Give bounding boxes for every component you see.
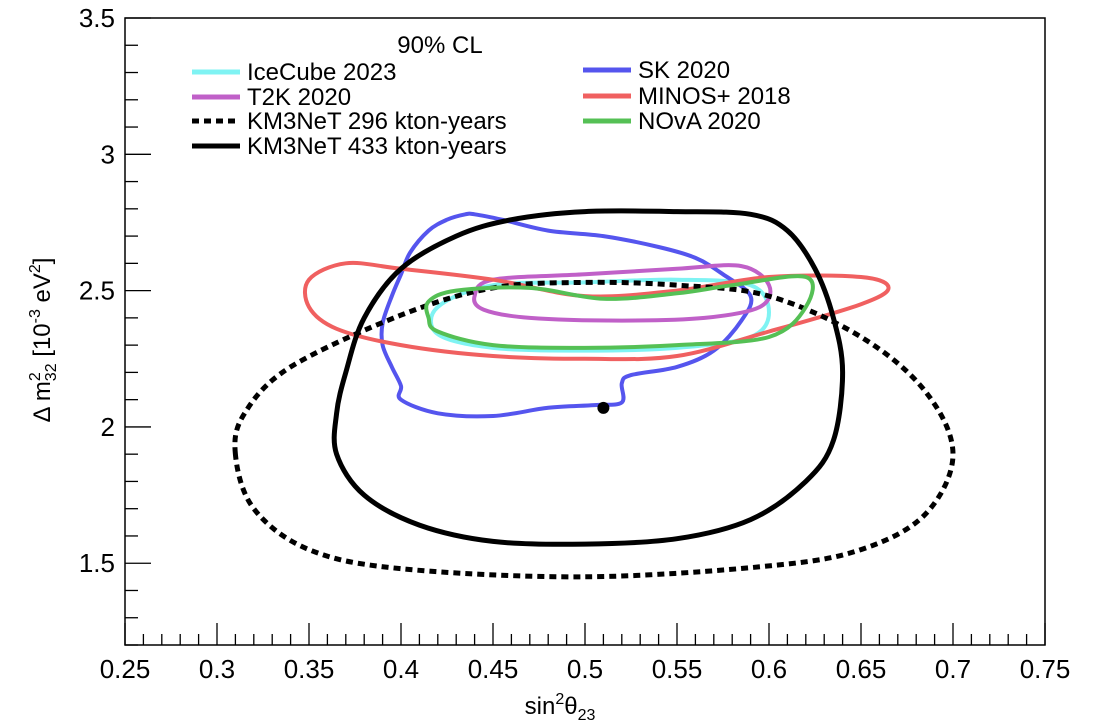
contour-sk-2020 bbox=[379, 211, 754, 419]
legend-label: KM3NeT 296 kton-years bbox=[247, 108, 507, 135]
legend-entry-icecube-2023: IceCube 2023 bbox=[192, 59, 396, 86]
x-tick-label: 0.3 bbox=[199, 654, 235, 684]
x-axis-title-symbol: θ bbox=[564, 693, 577, 720]
x-tick-label: 0.55 bbox=[652, 654, 703, 684]
axis-ticks bbox=[124, 17, 1046, 646]
legend-entry-sk-2020: SK 2020 bbox=[583, 57, 730, 84]
y-axis-title-bracket-close: ] bbox=[29, 258, 56, 265]
y-axis-title-sup: 2 bbox=[27, 372, 44, 381]
contour-nova-2020 bbox=[424, 274, 815, 350]
x-axis-title: sin2θ23 bbox=[525, 691, 596, 724]
legend-entry-km3net-296-kton-years: KM3NeT 296 kton-years bbox=[192, 108, 507, 135]
legend-label: MINOS+ 2018 bbox=[638, 83, 791, 110]
x-tick-label: 0.6 bbox=[751, 654, 787, 684]
x-tick-label: 0.4 bbox=[383, 654, 419, 684]
x-tick-label: 0.65 bbox=[836, 654, 887, 684]
legend: IceCube 2023 SK 2020 T2K 2020 MINOS+ 2018 KM… bbox=[192, 57, 791, 160]
x-tick-label: 0.5 bbox=[567, 654, 603, 684]
x-tick-label: 0.75 bbox=[1020, 654, 1071, 684]
contour-lines bbox=[232, 208, 956, 580]
legend-title: 90% CL bbox=[397, 32, 482, 59]
y-axis-title-prefix: Δ m bbox=[29, 381, 56, 422]
best-fit-layer bbox=[597, 401, 610, 414]
legend-label: IceCube 2023 bbox=[247, 59, 396, 86]
best-fit-point bbox=[597, 401, 610, 414]
contour-km3net-296-kton-years bbox=[232, 279, 956, 580]
x-tick-label: 0.35 bbox=[284, 654, 335, 684]
y-axis-title-exp: -3 bbox=[27, 309, 44, 323]
legend-label: KM3NeT 433 kton-years bbox=[247, 133, 507, 160]
y-axis-title-unit: eV bbox=[29, 273, 56, 309]
y-axis-title-unit-sup: 2 bbox=[27, 264, 44, 273]
x-tick-label: 0.7 bbox=[935, 654, 971, 684]
x-tick-label: 0.45 bbox=[468, 654, 519, 684]
y-axis-title-bracket-open: [10 bbox=[29, 323, 56, 363]
y-tick-label: 2.5 bbox=[79, 276, 115, 306]
legend-entry-km3net-433-kton-years: KM3NeT 433 kton-years bbox=[192, 133, 507, 160]
y-tick-label: 2 bbox=[101, 412, 115, 442]
legend-entry-minos-2018: MINOS+ 2018 bbox=[583, 83, 791, 110]
y-tick-label: 3 bbox=[101, 139, 115, 169]
y-tick-label: 3.5 bbox=[79, 3, 115, 33]
legend-label: T2K 2020 bbox=[247, 84, 351, 111]
legend-entry-t2k-2020: T2K 2020 bbox=[192, 84, 351, 111]
y-axis-title-sub: 32 bbox=[43, 363, 60, 381]
y-axis-title: Δ m232 [10-3 eV2] bbox=[27, 258, 60, 423]
y-tick-label: 1.5 bbox=[79, 548, 115, 578]
x-axis-title-base: sin bbox=[525, 693, 556, 720]
x-axis-title-sup: 2 bbox=[555, 691, 564, 708]
axis-tick-labels: 0.25 0.3 0.35 0.4 0.45 0.5 0.55 0.6 0.65 0.7 0.75 1… bbox=[79, 3, 1070, 684]
legend-label: NOvA 2020 bbox=[638, 108, 761, 135]
legend-label: SK 2020 bbox=[638, 57, 730, 84]
x-axis-title-sub: 23 bbox=[578, 707, 596, 724]
legend-entry-nova-2020: NOvA 2020 bbox=[583, 108, 761, 135]
contour-t2k-2020 bbox=[472, 263, 773, 323]
x-tick-label: 0.25 bbox=[100, 654, 151, 684]
contour-km3net-433-kton-years bbox=[331, 208, 846, 547]
